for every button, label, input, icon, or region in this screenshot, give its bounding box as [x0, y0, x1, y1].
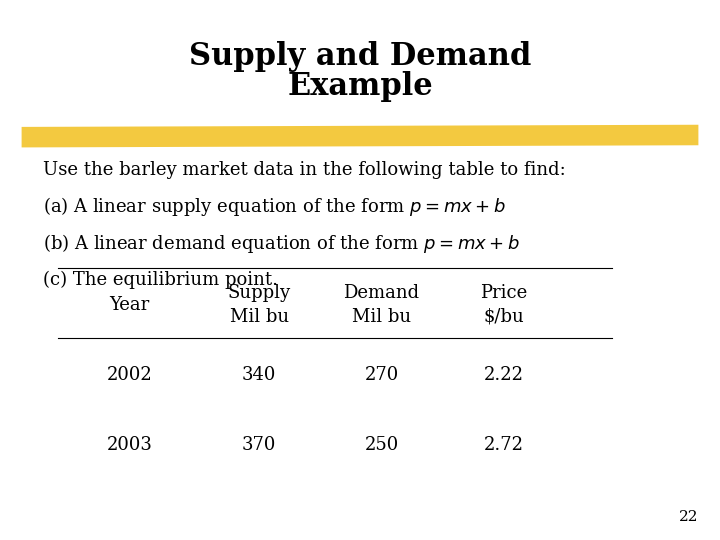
Text: Supply
Mil bu: Supply Mil bu — [228, 284, 291, 326]
Text: Use the barley market data in the following table to find:: Use the barley market data in the follow… — [43, 161, 566, 179]
Text: 2.72: 2.72 — [484, 436, 524, 455]
Text: 370: 370 — [242, 436, 276, 455]
Text: Supply and Demand: Supply and Demand — [189, 41, 531, 72]
Text: (a) A linear supply equation of the form $p = \mathit{mx} + b$: (a) A linear supply equation of the form… — [43, 195, 506, 218]
Text: 2.22: 2.22 — [484, 366, 524, 384]
Polygon shape — [22, 125, 698, 147]
Text: (c) The equilibrium point.: (c) The equilibrium point. — [43, 271, 278, 289]
Text: (b) A linear demand equation of the form $p = \mathit{mx} + b$: (b) A linear demand equation of the form… — [43, 232, 520, 255]
Text: 250: 250 — [364, 436, 399, 455]
Text: 2003: 2003 — [107, 436, 153, 455]
Text: 270: 270 — [364, 366, 399, 384]
Text: Price
$/bu: Price $/bu — [480, 284, 528, 326]
Text: 22: 22 — [679, 510, 698, 524]
Text: 2002: 2002 — [107, 366, 153, 384]
Text: Demand
Mil bu: Demand Mil bu — [343, 284, 420, 326]
Text: Example: Example — [287, 71, 433, 102]
Text: Year: Year — [109, 296, 150, 314]
Text: 340: 340 — [242, 366, 276, 384]
